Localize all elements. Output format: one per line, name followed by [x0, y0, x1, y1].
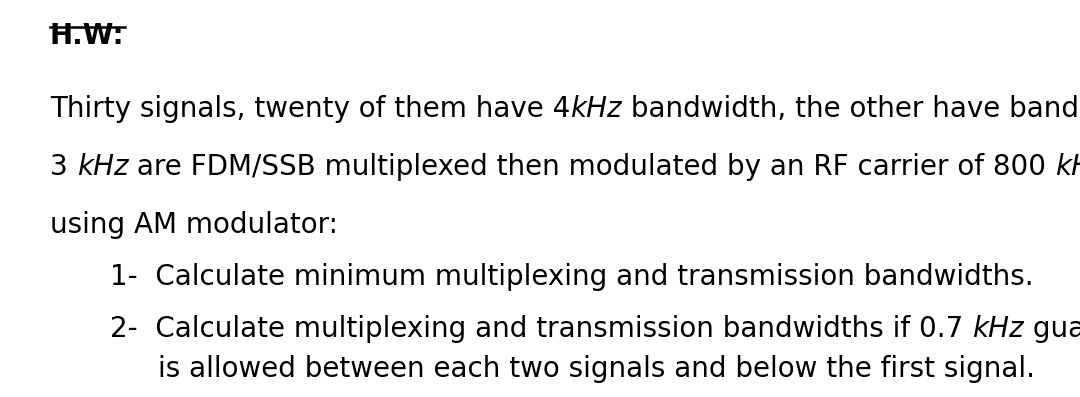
Text: bandwidth, the other have bandwidth of: bandwidth, the other have bandwidth of: [622, 95, 1080, 123]
Text: kHz: kHz: [77, 153, 129, 181]
Text: kHz: kHz: [1055, 153, 1080, 181]
Text: 1-  Calculate minimum multiplexing and transmission bandwidths.: 1- Calculate minimum multiplexing and tr…: [110, 263, 1034, 291]
Text: kHz: kHz: [972, 315, 1024, 343]
Text: H.W:: H.W:: [50, 22, 124, 50]
Text: kHz: kHz: [570, 95, 622, 123]
Text: 3: 3: [50, 153, 77, 181]
Text: 2-  Calculate multiplexing and transmission bandwidths if 0.7: 2- Calculate multiplexing and transmissi…: [110, 315, 972, 343]
Text: is allowed between each two signals and below the first signal.: is allowed between each two signals and …: [158, 355, 1035, 383]
Text: are FDM/SSB multiplexed then modulated by an RF carrier of 800: are FDM/SSB multiplexed then modulated b…: [129, 153, 1055, 181]
Text: guard band: guard band: [1024, 315, 1080, 343]
Text: Thirty signals, twenty of them have 4: Thirty signals, twenty of them have 4: [50, 95, 570, 123]
Text: using AM modulator:: using AM modulator:: [50, 211, 338, 239]
